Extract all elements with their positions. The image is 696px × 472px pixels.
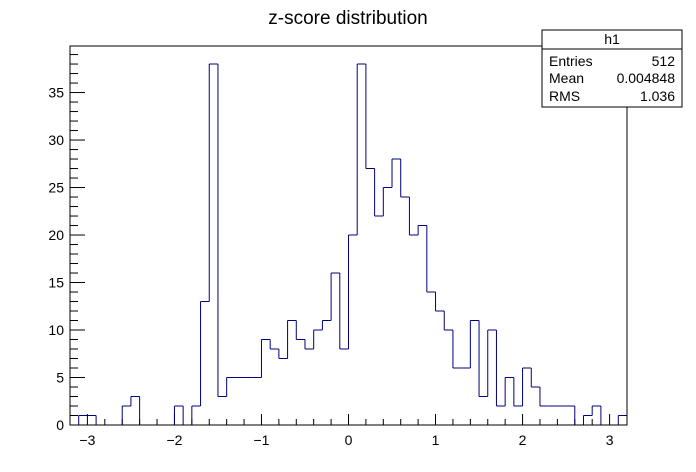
histogram-bin bbox=[408, 197, 419, 236]
histogram-bin bbox=[513, 377, 523, 407]
histogram-bin bbox=[182, 406, 192, 426]
histogram-bin bbox=[400, 159, 410, 198]
histogram-bin bbox=[582, 415, 593, 425]
histogram-bin bbox=[313, 329, 323, 350]
histogram-bin bbox=[260, 339, 271, 378]
histogram-bin bbox=[539, 387, 549, 407]
histogram-bin bbox=[495, 330, 506, 407]
plot-frame bbox=[69, 45, 628, 426]
stats-entries-label: Entries bbox=[549, 53, 593, 69]
stats-box-name: h1 bbox=[604, 31, 620, 47]
histogram-bin bbox=[278, 349, 288, 360]
histogram-bin bbox=[321, 320, 332, 331]
stats-mean-value: 0.004848 bbox=[617, 70, 676, 86]
histogram-bin bbox=[617, 415, 628, 425]
histogram-bin bbox=[356, 63, 366, 236]
stats-entries-value: 512 bbox=[652, 53, 676, 69]
histogram-bin bbox=[591, 405, 601, 416]
histogram-bin bbox=[217, 64, 227, 398]
histogram-bin bbox=[478, 320, 488, 398]
histogram-bin bbox=[287, 320, 297, 359]
histogram-bin bbox=[469, 320, 480, 369]
histogram-bin bbox=[574, 406, 584, 426]
histogram-bin bbox=[295, 320, 305, 341]
histogram-bin bbox=[374, 168, 384, 217]
histogram-bin bbox=[443, 311, 453, 331]
histogram-bin bbox=[139, 396, 149, 426]
histogram-bin bbox=[121, 405, 131, 425]
histogram-bin bbox=[530, 368, 540, 388]
histogram-bin bbox=[78, 415, 88, 425]
y-tick-label: 0 bbox=[56, 417, 64, 433]
y-tick-label: 30 bbox=[48, 132, 64, 148]
stats-mean-label: Mean bbox=[549, 70, 584, 86]
y-tick-label: 20 bbox=[48, 227, 64, 243]
chart-title: z-score distribution bbox=[268, 8, 427, 29]
stats-rms-value: 1.036 bbox=[640, 88, 675, 104]
histogram-bin bbox=[487, 329, 497, 397]
histogram-bin bbox=[208, 63, 218, 302]
histogram-bin bbox=[435, 292, 445, 312]
histogram-bins bbox=[70, 63, 628, 426]
histogram-bin bbox=[130, 396, 140, 407]
histogram-bin bbox=[522, 367, 532, 407]
y-tick-label: 35 bbox=[48, 85, 64, 101]
histogram-bin bbox=[95, 415, 105, 426]
histogram-bin bbox=[391, 158, 401, 188]
histogram-bin bbox=[426, 225, 436, 293]
x-axis-ticks: −3 −2 −1 0 1 2 3 bbox=[69, 414, 628, 448]
histogram-bin bbox=[600, 406, 610, 426]
y-tick-label: 10 bbox=[48, 322, 64, 338]
y-tick-label: 25 bbox=[48, 180, 64, 196]
histogram-bin bbox=[417, 225, 427, 236]
x-tick-label: −2 bbox=[166, 432, 182, 448]
histogram-bin bbox=[304, 339, 314, 350]
x-tick-label: 1 bbox=[432, 432, 440, 448]
x-tick-label: −1 bbox=[253, 432, 269, 448]
histogram-bin bbox=[200, 301, 210, 407]
histogram-bin bbox=[269, 339, 279, 350]
stats-box: h1 Entries 512 Mean 0.004848 RMS 1.036 bbox=[541, 29, 683, 108]
x-tick-label: −3 bbox=[79, 432, 95, 448]
histogram-bin bbox=[191, 405, 201, 425]
x-tick-label: 2 bbox=[519, 432, 527, 448]
histogram-bin bbox=[330, 272, 340, 321]
histogram-bin bbox=[339, 273, 349, 350]
histogram-bin bbox=[365, 64, 375, 170]
histogram-bin bbox=[173, 405, 184, 425]
y-tick-label: 15 bbox=[48, 275, 64, 291]
histogram-bin bbox=[226, 377, 236, 397]
histogram-bin bbox=[452, 330, 462, 369]
x-tick-label: 3 bbox=[606, 432, 614, 448]
y-tick-label: 5 bbox=[56, 370, 64, 386]
histogram-bin bbox=[348, 234, 358, 350]
histogram-bin bbox=[382, 187, 393, 217]
x-tick-label: 0 bbox=[345, 432, 353, 448]
y-axis-ticks: 0 5 10 15 20 25 30 35 bbox=[48, 54, 85, 433]
histogram-bin bbox=[504, 377, 514, 407]
stats-rms-label: RMS bbox=[549, 88, 580, 104]
stats-box-frame bbox=[541, 29, 683, 108]
